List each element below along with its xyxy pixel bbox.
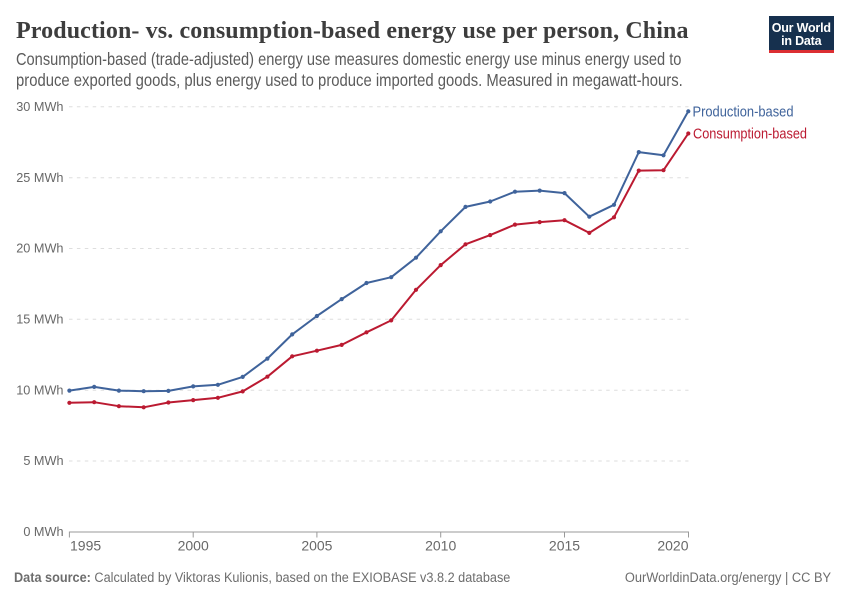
svg-text:2015: 2015 xyxy=(549,538,580,554)
svg-text:0 MWh: 0 MWh xyxy=(23,525,63,539)
svg-text:5 MWh: 5 MWh xyxy=(23,454,63,468)
svg-text:10 MWh: 10 MWh xyxy=(16,383,63,397)
svg-text:2020: 2020 xyxy=(657,538,688,554)
svg-text:25 MWh: 25 MWh xyxy=(16,171,63,185)
svg-text:Production-based: Production-based xyxy=(693,104,794,120)
svg-text:30 MWh: 30 MWh xyxy=(16,100,63,114)
svg-text:Consumption-based: Consumption-based xyxy=(693,127,807,143)
svg-text:1995: 1995 xyxy=(70,538,101,554)
svg-text:2000: 2000 xyxy=(178,538,209,554)
svg-text:2005: 2005 xyxy=(301,538,332,554)
svg-text:2010: 2010 xyxy=(425,538,456,554)
svg-text:15 MWh: 15 MWh xyxy=(16,312,63,326)
svg-text:20 MWh: 20 MWh xyxy=(16,242,63,256)
